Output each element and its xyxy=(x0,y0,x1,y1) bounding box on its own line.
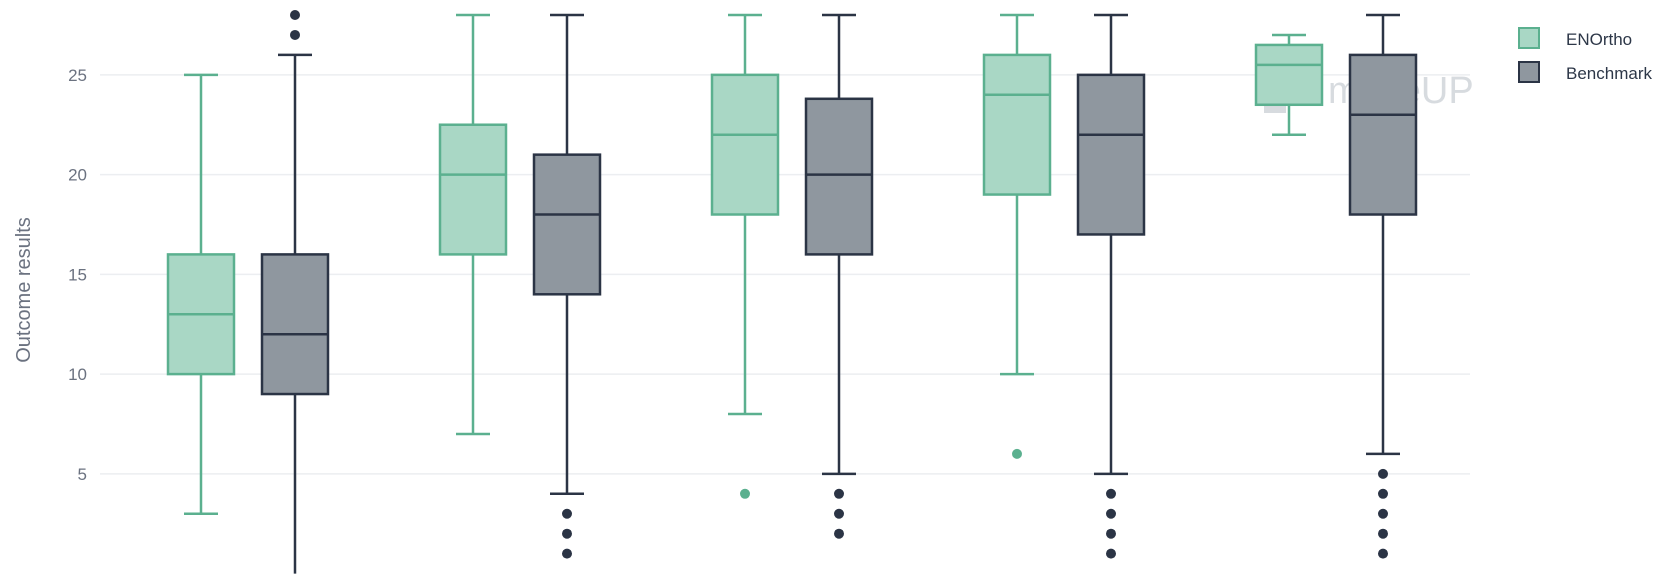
outlier-point xyxy=(290,10,300,20)
outlier-point xyxy=(562,508,572,519)
outlier-point xyxy=(834,508,844,519)
y-axis-ticks: 5 10 15 20 25 xyxy=(68,66,87,484)
outlier-point xyxy=(1378,548,1388,559)
y-tick-label-20: 20 xyxy=(68,166,87,185)
y-tick-label-25: 25 xyxy=(68,66,87,85)
outlier-point xyxy=(1106,488,1116,499)
box-iqr xyxy=(804,97,874,256)
box-iqr xyxy=(710,73,780,216)
box-enortho-2 xyxy=(438,13,508,436)
box-iqr xyxy=(438,123,508,256)
y-tick-label-10: 10 xyxy=(68,365,87,384)
outlier-point xyxy=(562,528,572,539)
legend-item-benchmark[interactable]: Benchmark xyxy=(1518,61,1652,83)
legend-swatch-benchmark xyxy=(1518,61,1540,83)
outlier-point xyxy=(1378,528,1388,539)
box-iqr xyxy=(532,153,602,296)
y-tick-label-5: 5 xyxy=(78,465,87,484)
outlier-point xyxy=(562,548,572,559)
outlier-point xyxy=(1378,508,1388,519)
box-enortho-1 xyxy=(166,73,236,515)
boxes xyxy=(166,10,1418,574)
outlier-point xyxy=(290,29,300,40)
box-enortho-5 xyxy=(1254,33,1324,136)
outlier-point xyxy=(1378,488,1388,499)
outlier-point xyxy=(740,488,750,499)
outlier-point xyxy=(1378,468,1388,479)
legend-swatch-enortho xyxy=(1518,27,1540,49)
legend-item-enortho[interactable]: ENOrtho xyxy=(1518,27,1632,49)
box-iqr xyxy=(982,53,1052,196)
legend: ENOrtho Benchmark xyxy=(1518,27,1652,83)
box-enortho-3 xyxy=(710,13,780,499)
box-benchmark-4 xyxy=(1076,13,1146,559)
box-enortho-4 xyxy=(982,13,1052,459)
y-tick-label-15: 15 xyxy=(68,265,87,284)
box-iqr xyxy=(1348,53,1418,216)
box-benchmark-2 xyxy=(532,13,602,559)
legend-label-benchmark: Benchmark xyxy=(1566,64,1652,83)
box-benchmark-1 xyxy=(260,10,330,574)
box-iqr xyxy=(260,253,330,396)
box-iqr xyxy=(1254,43,1324,107)
outlier-point xyxy=(834,488,844,499)
legend-label-enortho: ENOrtho xyxy=(1566,30,1632,49)
box-benchmark-3 xyxy=(804,13,874,539)
outlier-point xyxy=(1012,448,1022,459)
outlier-point xyxy=(1106,528,1116,539)
box-benchmark-5 xyxy=(1348,13,1418,559)
outlier-point xyxy=(1106,548,1116,559)
y-axis-label: Outcome results xyxy=(13,217,35,363)
outlier-point xyxy=(834,528,844,539)
outlier-point xyxy=(1106,508,1116,519)
box-iqr xyxy=(1076,73,1146,236)
